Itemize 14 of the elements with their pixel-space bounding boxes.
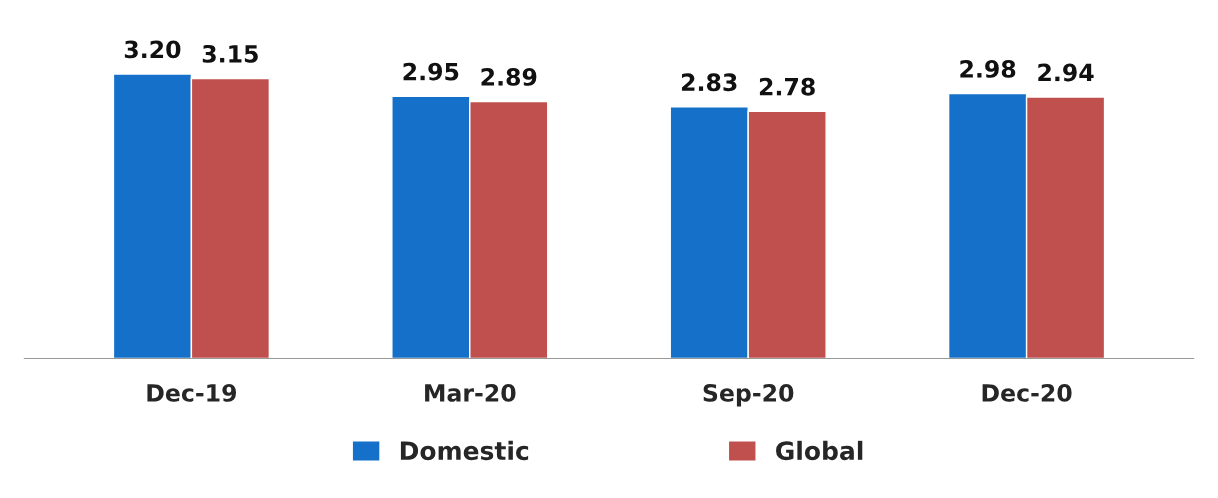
x-tick-label: Mar-20 (425, 383, 516, 402)
data-label: 2.98 (960, 60, 1016, 78)
x-tick-label: Dec-19 (147, 384, 237, 402)
x-tick-label: Sep-20 (703, 383, 794, 407)
data-label: 3.20 (124, 40, 181, 59)
data-label: 2.94 (1038, 63, 1094, 82)
x-tick-label: Dec-20 (982, 383, 1072, 402)
legend-label: Global (776, 440, 863, 461)
data-label: 2.83 (681, 73, 737, 92)
data-label: 2.78 (759, 77, 815, 96)
data-label: 2.95 (403, 62, 459, 81)
data-label: 3.15 (202, 44, 258, 63)
legend-label: Domestic (400, 440, 529, 461)
data-label: 2.89 (481, 68, 537, 86)
